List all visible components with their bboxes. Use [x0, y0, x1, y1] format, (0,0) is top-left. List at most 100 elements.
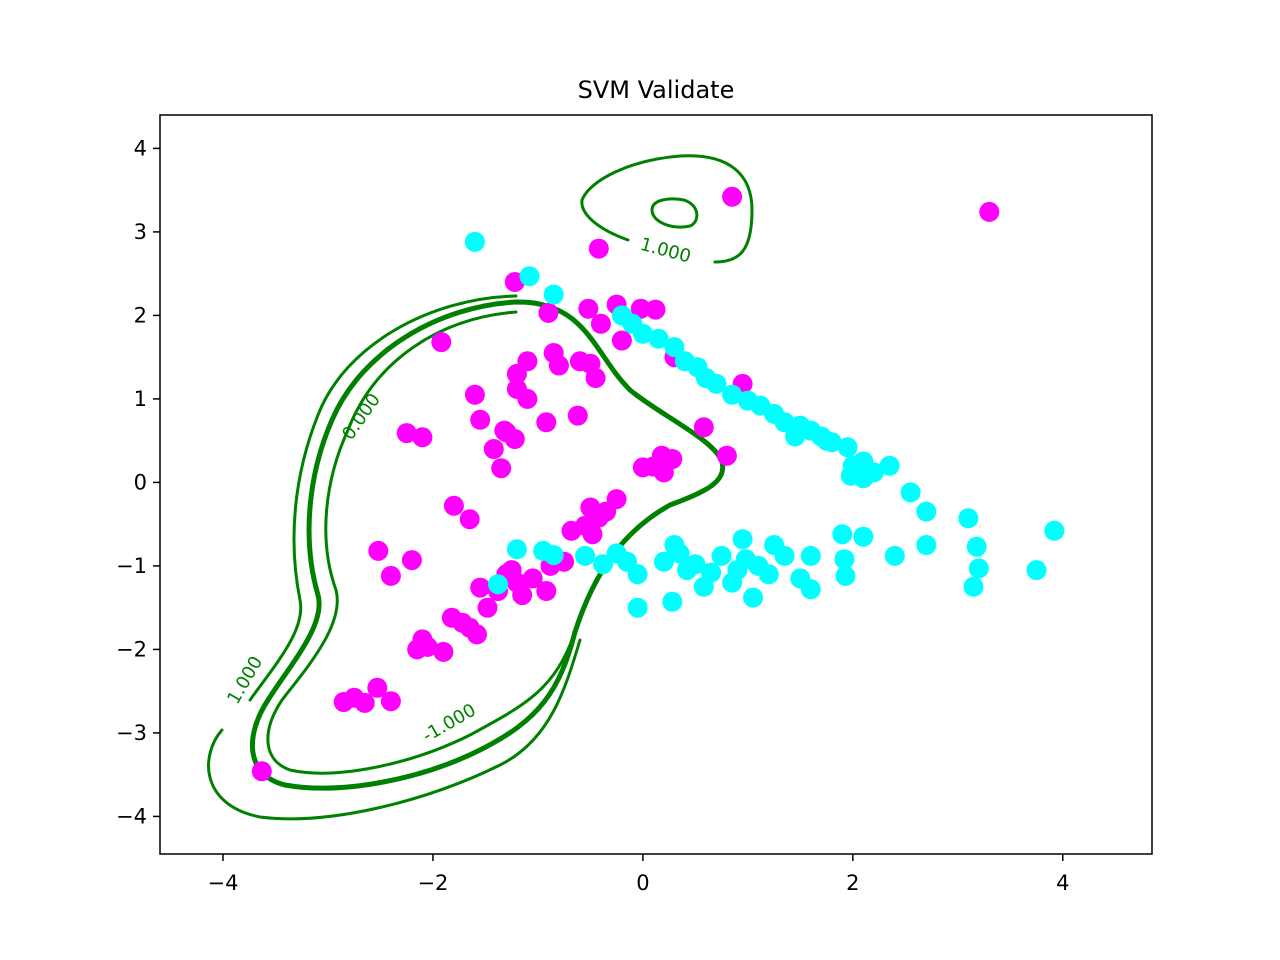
scatter-point-s0-42 [483, 439, 504, 459]
scatter-point-s1-0 [464, 231, 485, 252]
scatter-point-s0-13 [407, 639, 428, 660]
scatter-point-s1-61 [662, 591, 683, 612]
scatter-point-s0-60 [578, 298, 599, 319]
scatter-point-s0-10 [412, 427, 433, 448]
scatter-point-s1-35 [1044, 520, 1065, 541]
scatter-point-s1-52 [722, 572, 743, 593]
scatter-point-s1-39 [832, 524, 853, 545]
scatter-point-s1-62 [627, 597, 648, 618]
scatter-point-s0-20 [477, 597, 498, 618]
scatter-point-s1-5 [632, 323, 653, 344]
y-tick-label: 2 [134, 303, 147, 327]
scatter-point-s0-41 [470, 409, 491, 430]
scatter-point-s1-66 [593, 554, 613, 575]
scatter-point-s1-29 [916, 501, 937, 522]
scatter-point-s0-5 [380, 691, 401, 712]
scatter-point-s1-31 [966, 536, 987, 557]
scatter-point-s0-76 [722, 186, 743, 207]
scatter-point-s1-71 [488, 574, 508, 595]
scatter-point-s1-65 [606, 543, 627, 564]
scatter-point-s1-11 [706, 373, 727, 394]
scatter-point-s1-28 [900, 482, 921, 503]
scatter-point-s1-21 [837, 437, 858, 458]
y-tick-label: 3 [134, 220, 147, 244]
scatter-point-s0-27 [536, 581, 557, 601]
scatter-point-s1-59 [664, 535, 685, 555]
x-axis: −4 −2 0 2 4 [207, 854, 1069, 895]
scatter-point-s1-60 [653, 551, 674, 572]
scatter-point-s1-1 [519, 266, 540, 287]
y-tick-label: −1 [116, 554, 147, 578]
plot-frame [159, 114, 1153, 855]
scatter-point-s1-49 [743, 587, 764, 608]
scatter-point-s0-50 [517, 388, 538, 409]
scatter-point-s1-72 [732, 529, 753, 550]
y-tick-label: −4 [116, 804, 147, 828]
scatter-point-s1-38 [853, 526, 874, 547]
scatter-point-s0-9 [396, 423, 417, 444]
scatter-point-s0-25 [512, 585, 533, 606]
scatter-point-s0-19 [470, 577, 491, 598]
scatter-point-s1-74 [785, 426, 806, 447]
x-tick-label: 2 [846, 871, 859, 895]
x-tick-label: −2 [417, 871, 448, 895]
scatter-point-s0-6 [368, 540, 389, 561]
scatter-point-s0-18 [467, 624, 487, 645]
scatter-point-s0-39 [431, 332, 452, 353]
scatter-point-s1-67 [575, 545, 596, 566]
scatter-point-s1-41 [835, 565, 856, 586]
x-tick-label: 0 [636, 871, 649, 895]
scatter-point-s1-16 [774, 412, 795, 433]
scatter-point-s0-51 [536, 412, 557, 433]
scatter-point-s0-62 [590, 313, 611, 334]
scatter-point-s0-73 [693, 417, 714, 438]
scatter-point-s0-54 [538, 302, 559, 323]
scatter-point-s0-3 [354, 692, 375, 713]
scatter-point-s0-26 [522, 568, 543, 589]
scatter-point-s1-37 [884, 545, 905, 566]
scatter-point-s1-34 [1026, 560, 1047, 581]
plot-background [160, 115, 1152, 854]
scatter-point-s0-45 [496, 422, 517, 443]
scatter-point-s0-65 [630, 298, 651, 319]
scatter-point-s0-14 [433, 641, 454, 662]
scatter-point-s0-61 [588, 238, 609, 259]
scatter-point-s1-40 [834, 549, 855, 570]
plot-area: 0.000 1.000 -1.000 1.000 [159, 114, 1153, 855]
scatter-point-s0-46 [491, 458, 512, 479]
scatter-point-s0-58 [585, 368, 606, 388]
y-axis: −4 −3 −2 −1 0 1 2 3 4 [116, 136, 160, 828]
y-tick-label: 0 [134, 470, 147, 494]
scatter-point-s0-77 [979, 201, 1000, 222]
scatter-point-s1-33 [963, 576, 984, 597]
scatter-point-s0-72 [653, 462, 674, 483]
scatter-point-s1-46 [764, 535, 785, 555]
scatter-point-s0-37 [443, 495, 464, 516]
scatter-point-s1-36 [916, 535, 937, 555]
contour-line-one-outer-b [207, 638, 582, 821]
x-tick-label: 4 [1056, 871, 1069, 895]
scatter-point-s1-30 [958, 508, 979, 529]
scatter-point-s1-53 [711, 545, 732, 566]
scatter-point-s1-2 [543, 284, 564, 305]
scatter-point-s0-36 [580, 497, 601, 518]
scatter-point-s0-49 [517, 351, 538, 372]
scatter-point-s1-25 [879, 455, 900, 476]
x-tick-label: −4 [207, 871, 238, 895]
scatter-point-s0-53 [548, 355, 569, 376]
scatter-point-s0-32 [582, 524, 603, 545]
contour-line-top-outer [580, 154, 754, 264]
scatter-point-s0-8 [401, 550, 422, 571]
scatter-point-s1-44 [790, 568, 811, 589]
scatter-point-s1-55 [693, 576, 714, 597]
scatter-point-s1-12 [722, 384, 743, 405]
scatter-point-s0-38 [459, 509, 480, 530]
y-tick-label: −3 [116, 721, 147, 745]
scatter-point-s0-7 [380, 565, 401, 586]
scatter-point-s1-7 [664, 337, 685, 358]
contour-line-minus-one-inner [266, 310, 577, 775]
scatter-point-s0-35 [606, 489, 627, 510]
scatter-point-s1-73 [816, 430, 837, 451]
y-tick-label: 1 [134, 387, 147, 411]
